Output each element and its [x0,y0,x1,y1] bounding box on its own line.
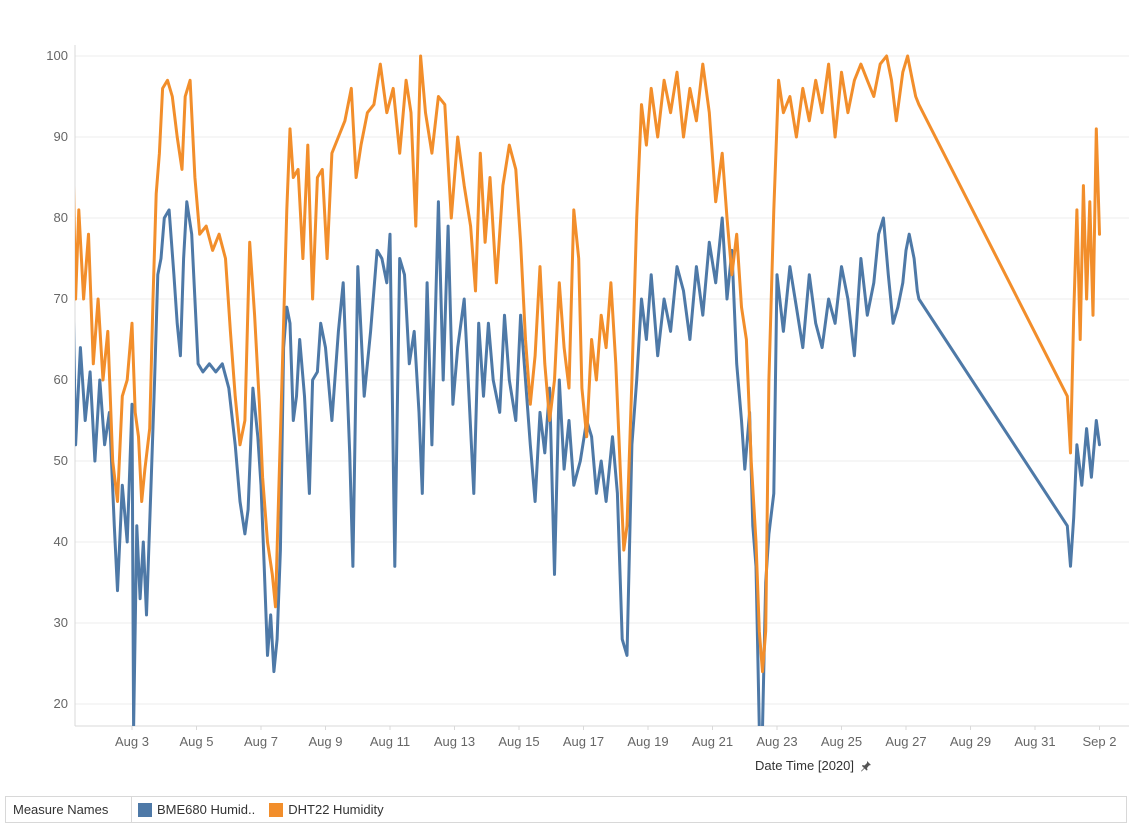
y-tick-label: 70 [54,291,68,306]
y-tick-label: 100 [46,48,68,63]
y-tick-label: 90 [54,129,68,144]
x-tick-label: Aug 25 [821,734,862,749]
y-tick-label: 50 [54,453,68,468]
series-line-dht22 [75,54,1101,674]
legend-item-bme680[interactable]: BME680 Humid.. [138,802,255,817]
x-tick-label: Aug 5 [180,734,214,749]
y-tick-label: 30 [54,615,68,630]
y-tick-label: 40 [54,534,68,549]
x-tick-label: Aug 19 [627,734,668,749]
plot-background [75,45,1129,726]
legend-swatch-bme680 [138,802,152,817]
x-tick-label: Aug 9 [309,734,343,749]
x-tick-label: Aug 27 [885,734,926,749]
x-tick-label: Aug 13 [434,734,475,749]
series-line-bme680 [75,200,1101,726]
legend-label-bme680: BME680 Humid.. [157,802,256,817]
legend-title: Measure Names [6,797,132,822]
x-tick-label: Sep 2 [1083,734,1117,749]
y-tick-label: 20 [54,696,68,711]
x-tick-label: Aug 23 [756,734,797,749]
x-tick-label: Aug 21 [692,734,733,749]
legend-label-dht22: DHT22 Humidity [288,802,384,817]
x-tick-label: Aug 17 [563,734,604,749]
line-chart: 20 30 40 50 60 70 80 90 100 Aug 3 Aug 5 Aug 7 Aug 9 A… [46,45,1129,749]
chart-area: 20 30 40 50 60 70 80 90 100 Aug 3 Aug 5 Aug 7 Aug 9 A… [46,45,1129,773]
x-axis-label: Date Time [2020] [755,758,854,773]
y-tick-label: 80 [54,210,68,225]
x-tick-label: Aug 11 [370,734,410,749]
x-tick-label: Aug 7 [244,734,278,749]
x-tick-label: Aug 3 [115,734,149,749]
x-axis-title[interactable]: Date Time [2020] [755,758,872,773]
legend-item-dht22[interactable]: DHT22 Humidity [269,802,384,817]
y-tick-label: 60 [54,372,68,387]
legend-swatch-dht22 [269,802,284,817]
x-tick-label: Aug 15 [498,734,539,749]
x-tick-label: Aug 31 [1014,734,1055,749]
pin-icon[interactable] [860,760,872,772]
x-tick-label: Aug 29 [950,734,991,749]
legend: Measure Names BME680 Humid.. DHT22 Humid… [5,796,1127,823]
